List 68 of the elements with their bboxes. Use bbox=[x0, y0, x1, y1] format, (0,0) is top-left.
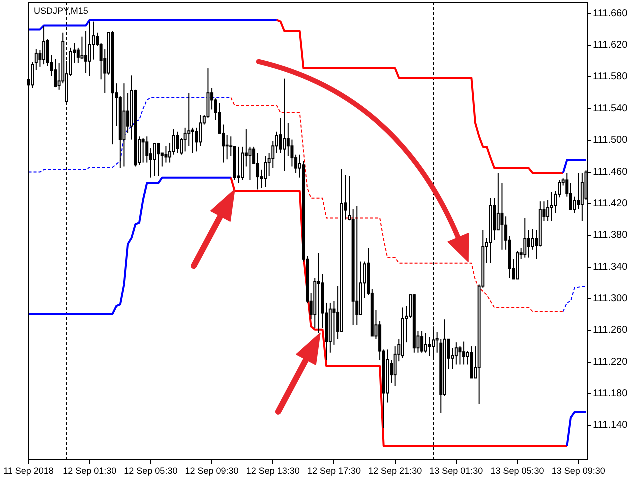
x-tick-label: 12 Sep 05:30 bbox=[124, 466, 178, 476]
candlestick bbox=[580, 172, 584, 222]
candlestick bbox=[550, 192, 554, 222]
y-tick-label: 111.380 bbox=[593, 230, 628, 242]
x-tick-label: 13 Sep 01:30 bbox=[430, 466, 484, 476]
line-series bbox=[276, 19, 564, 174]
candlestick bbox=[34, 49, 38, 71]
y-tick-label: 111.620 bbox=[593, 40, 628, 52]
candlestick bbox=[153, 142, 156, 177]
candlestick bbox=[191, 127, 194, 154]
x-tick-label: 13 Sep 09:30 bbox=[552, 466, 606, 476]
y-tick-label: 111.140 bbox=[593, 420, 628, 432]
line-series bbox=[230, 97, 564, 312]
line-series bbox=[28, 97, 232, 173]
candlestick bbox=[54, 58, 57, 88]
text: USDJPY,M15 bbox=[34, 6, 88, 16]
y-tick-label: 111.660 bbox=[593, 8, 628, 20]
y-tick-label: 111.460 bbox=[593, 166, 628, 178]
line-series bbox=[230, 176, 568, 448]
y-tick-label: 111.220 bbox=[593, 356, 628, 368]
x-tick-label: 12 Sep 01:30 bbox=[63, 466, 117, 476]
x-tick-label: 12 Sep 17:30 bbox=[307, 466, 362, 476]
candlestick bbox=[42, 26, 46, 66]
x-tick-label: 12 Sep 13:30 bbox=[246, 466, 300, 476]
candlestick bbox=[332, 300, 336, 346]
y-tick-label: 111.340 bbox=[593, 262, 628, 273]
candlestick bbox=[157, 142, 160, 177]
candlestick bbox=[420, 330, 424, 354]
candlestick bbox=[500, 182, 504, 250]
candlestick bbox=[527, 230, 530, 258]
candlestick bbox=[462, 341, 466, 366]
x-tick-label: 12 Sep 21:30 bbox=[368, 466, 422, 476]
candlestick bbox=[146, 136, 149, 164]
candlestick bbox=[172, 129, 176, 156]
candlestick bbox=[317, 252, 320, 334]
candlestick bbox=[142, 138, 145, 164]
candlestick bbox=[569, 182, 572, 210]
candlestick bbox=[424, 332, 428, 354]
y-tick-label: 111.420 bbox=[593, 198, 628, 210]
candlestick bbox=[283, 78, 286, 172]
candlestick bbox=[264, 156, 267, 188]
candlestick bbox=[546, 200, 550, 222]
y-tick-label: 111.260 bbox=[593, 325, 628, 336]
y-tick-label: 111.180 bbox=[593, 388, 628, 400]
candlestick bbox=[256, 152, 260, 190]
candlestick bbox=[80, 36, 84, 60]
candlestick bbox=[226, 134, 229, 160]
candlestick bbox=[356, 206, 359, 326]
candlestick bbox=[164, 146, 168, 164]
x-tick-label: 12 Sep 09:30 bbox=[185, 466, 239, 476]
x-tick-label: 11 Sep 2018 bbox=[4, 466, 54, 476]
candlestick bbox=[454, 342, 458, 366]
candlestick bbox=[577, 172, 580, 210]
candlestick bbox=[176, 131, 180, 154]
candlestick bbox=[524, 218, 527, 258]
line-series bbox=[562, 286, 587, 312]
y-tick-label: 111.580 bbox=[593, 72, 628, 83]
y-tick-label: 111.300 bbox=[593, 294, 628, 305]
candlestick bbox=[88, 21, 92, 77]
candlestick bbox=[237, 146, 240, 184]
y-tick-label: 111.500 bbox=[593, 135, 628, 146]
candlestick bbox=[84, 30, 88, 74]
x-tick-label: 13 Sep 05:30 bbox=[490, 466, 544, 476]
candlestick bbox=[458, 346, 462, 366]
y-tick-label: 111.540 bbox=[593, 103, 628, 114]
line-series bbox=[28, 176, 232, 316]
candlestick bbox=[428, 336, 432, 357]
candlestick bbox=[31, 62, 34, 89]
